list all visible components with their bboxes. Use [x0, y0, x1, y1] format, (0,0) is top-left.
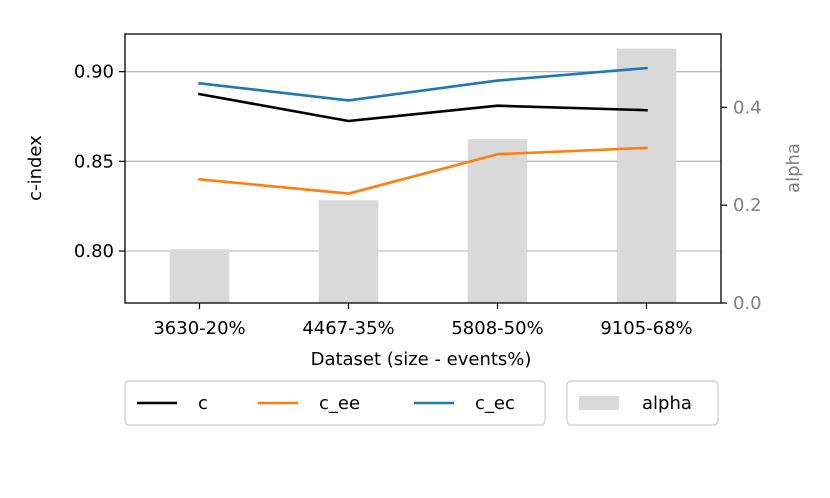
bar-alpha-3 — [616, 48, 677, 303]
x-tick-label-1: 4467-35% — [302, 318, 394, 339]
legend-bars-box — [566, 380, 719, 426]
y-axis-right-ticks: 0.0 0.2 0.4 — [721, 97, 762, 314]
legend-bars: alpha — [566, 380, 719, 426]
legend-label-c_ec: c_ec — [475, 393, 515, 414]
legend-swatch-alpha — [579, 396, 619, 410]
x-axis-label: Dataset (size - events%) — [311, 349, 532, 370]
x-tick-label-3: 9105-68% — [600, 318, 692, 339]
legend-label-c_ee: c_ee — [319, 393, 360, 414]
line-c_ec — [198, 66, 648, 102]
y-axis-right-label: alpha — [783, 143, 804, 193]
legend-lines-box — [124, 380, 546, 426]
legend-label-c: c — [198, 393, 208, 414]
bar-alpha-1 — [318, 200, 379, 303]
alpha-bars — [169, 48, 677, 303]
legend-lines: c c_ee c_ec — [124, 380, 546, 426]
x-axis-ticks: 3630-20% 4467-35% 5808-50% 9105-68% — [153, 303, 693, 339]
legend-label-alpha: alpha — [642, 393, 692, 414]
bar-alpha-0 — [169, 249, 230, 303]
y-right-tick-label-2: 0.4 — [733, 97, 762, 118]
series-lines — [197, 66, 648, 195]
y-right-tick-label-1: 0.2 — [733, 195, 762, 216]
y-right-tick-label-0: 0.0 — [733, 293, 762, 314]
plot-frame — [124, 33, 722, 304]
x-tick-label-0: 3630-20% — [153, 318, 245, 339]
y-axis-ticks: 0.80 0.85 0.90 — [74, 62, 125, 262]
line-c_ee — [198, 146, 648, 195]
y-tick-label-1: 0.85 — [74, 151, 114, 172]
bar-alpha-2 — [467, 139, 528, 303]
y-tick-label-0: 0.80 — [74, 241, 114, 262]
y-axis-label: c-index — [25, 135, 46, 201]
y-tick-label-2: 0.90 — [74, 62, 114, 83]
line-c — [197, 92, 648, 123]
x-tick-label-2: 5808-50% — [451, 318, 543, 339]
